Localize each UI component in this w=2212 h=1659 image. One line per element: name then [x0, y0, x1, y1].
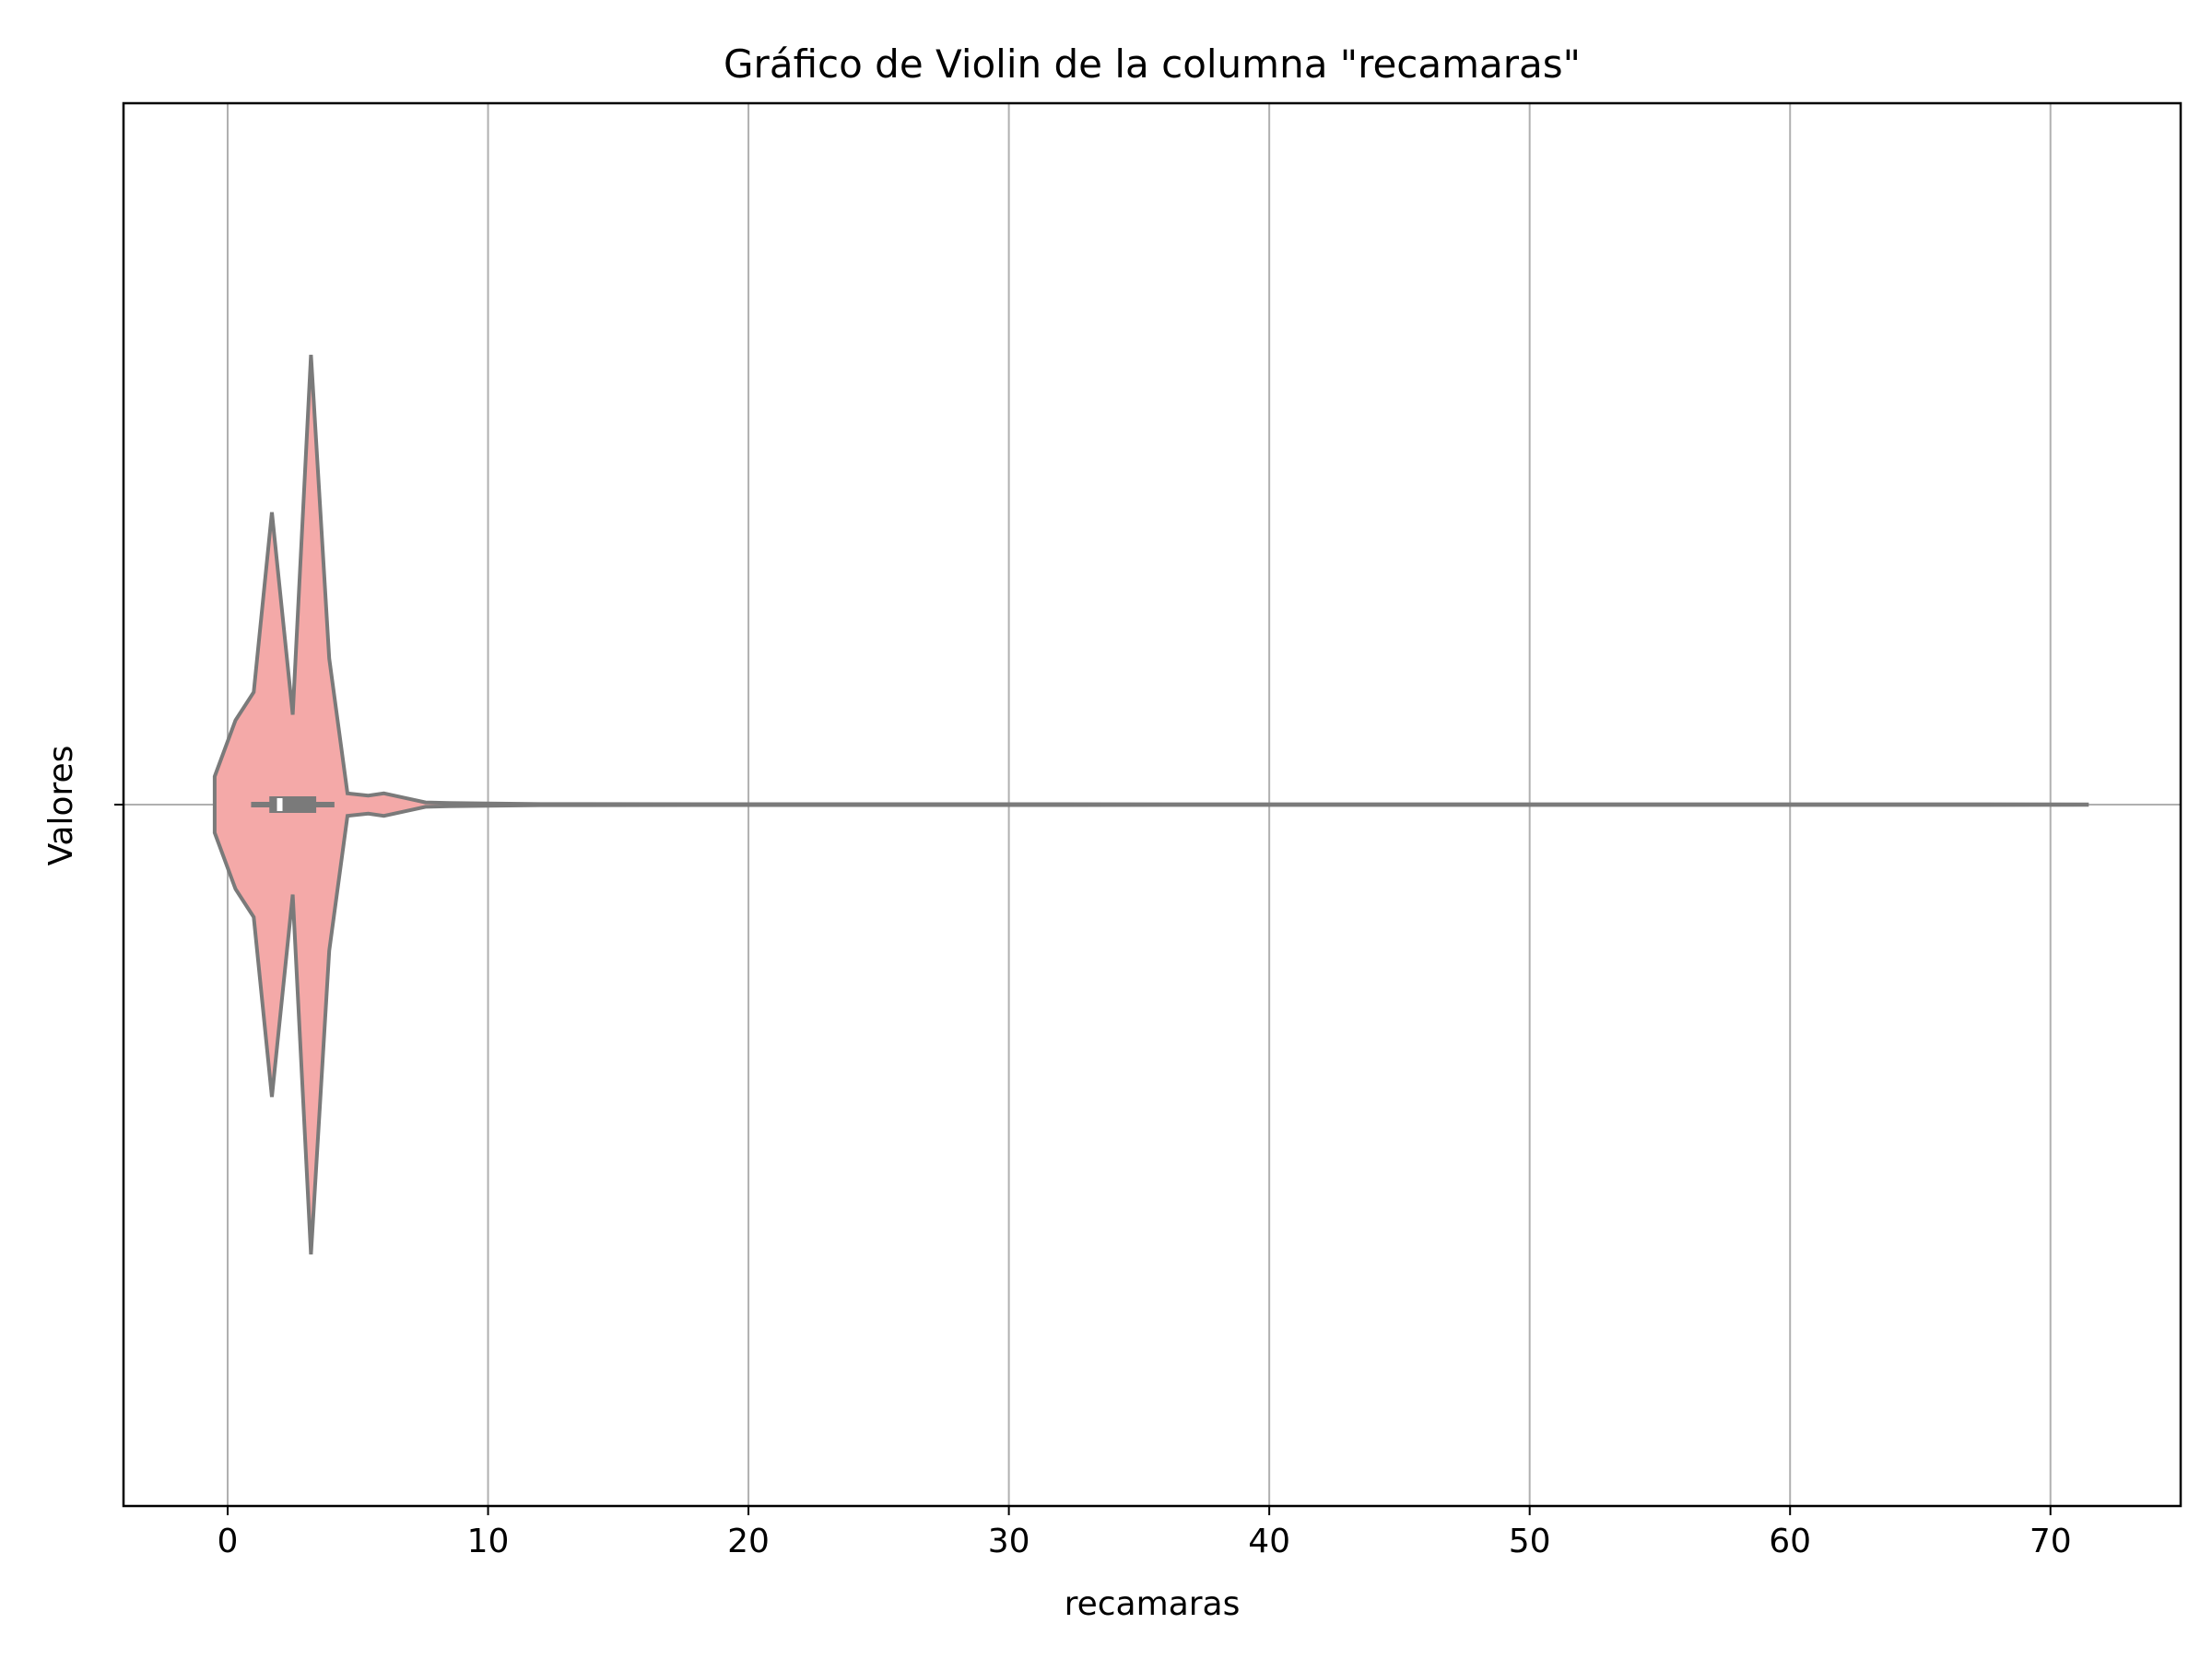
x-axis-label: recamaras: [1065, 1585, 1241, 1623]
x-tick-label: 70: [2030, 1523, 2072, 1560]
violin-body: [212, 354, 2089, 1255]
x-tick-label: 60: [1769, 1523, 1811, 1560]
box-median: [276, 798, 283, 811]
x-tick-label: 40: [1248, 1523, 1290, 1560]
x-tick-label: 20: [727, 1523, 770, 1560]
box-iqr: [269, 796, 317, 813]
x-tick-label: 10: [467, 1523, 510, 1560]
violin-layer: [212, 354, 2089, 1255]
x-tick-label: 30: [988, 1523, 1030, 1560]
box-layer: [251, 796, 335, 813]
tick-layer: 0 10 20 30 40 50 60 70: [114, 804, 2072, 1560]
x-tick-label: 50: [1509, 1523, 1551, 1560]
x-tick-label: 0: [218, 1523, 239, 1560]
y-axis-label: Valores: [42, 746, 80, 866]
chart-title: Gráfico de Violin de la columna "recamar…: [724, 41, 1581, 87]
